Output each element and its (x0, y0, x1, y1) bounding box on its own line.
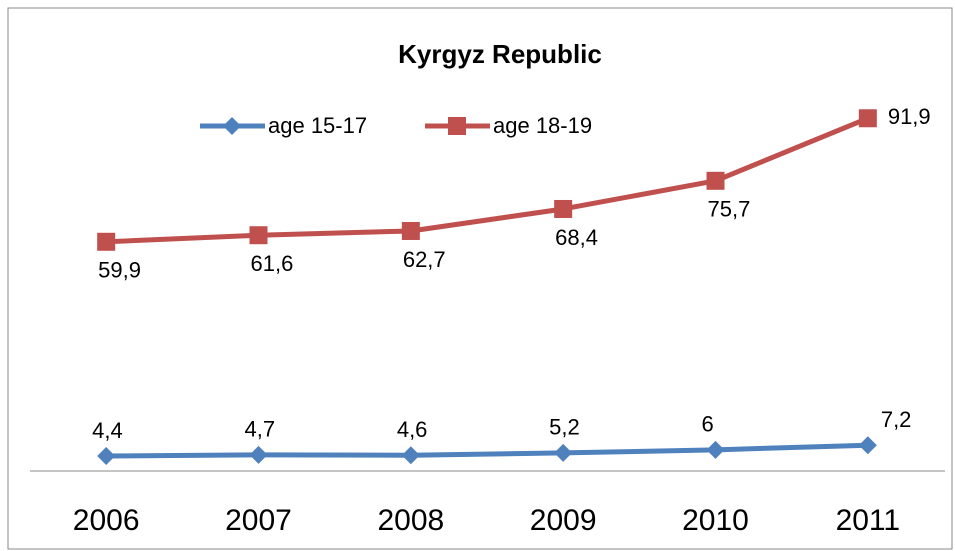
data-label: 6 (702, 412, 714, 437)
data-label: 61,6 (251, 251, 294, 276)
series-line (106, 115, 869, 245)
data-label: 75,7 (708, 197, 751, 222)
marker (448, 117, 466, 135)
marker (858, 109, 877, 128)
marker (249, 445, 268, 464)
data-label: 68,4 (555, 225, 598, 250)
marker (554, 199, 573, 218)
marker (249, 226, 268, 245)
data-label: 91,9 (888, 104, 931, 129)
data-label: 62,7 (403, 247, 446, 272)
x-tick-label: 2009 (530, 504, 597, 537)
marker (706, 440, 725, 459)
marker (401, 221, 420, 240)
chart-border (7, 7, 953, 550)
marker (223, 117, 241, 135)
data-label: 4,7 (245, 417, 276, 442)
marker (706, 171, 725, 190)
series-line (106, 442, 868, 459)
data-label: 59,9 (98, 258, 141, 283)
marker (858, 436, 877, 455)
data-label: 5,2 (549, 415, 580, 440)
marker (401, 446, 420, 465)
marker (97, 232, 116, 251)
marker (554, 443, 573, 462)
x-tick-label: 2011 (836, 504, 901, 537)
legend-label: age 18-19 (493, 113, 592, 138)
x-tick-label: 2008 (377, 504, 444, 537)
marker (97, 447, 116, 466)
data-label: 4,6 (397, 417, 428, 442)
data-label: 7,2 (881, 407, 912, 432)
x-tick-label: 2007 (225, 504, 292, 537)
chart-title: Kyrgyz Republic (398, 39, 602, 69)
x-tick-label: 2010 (682, 504, 749, 537)
data-label: 4,4 (92, 418, 123, 443)
x-tick-label: 2006 (73, 504, 140, 537)
legend-label: age 15-17 (268, 113, 367, 138)
